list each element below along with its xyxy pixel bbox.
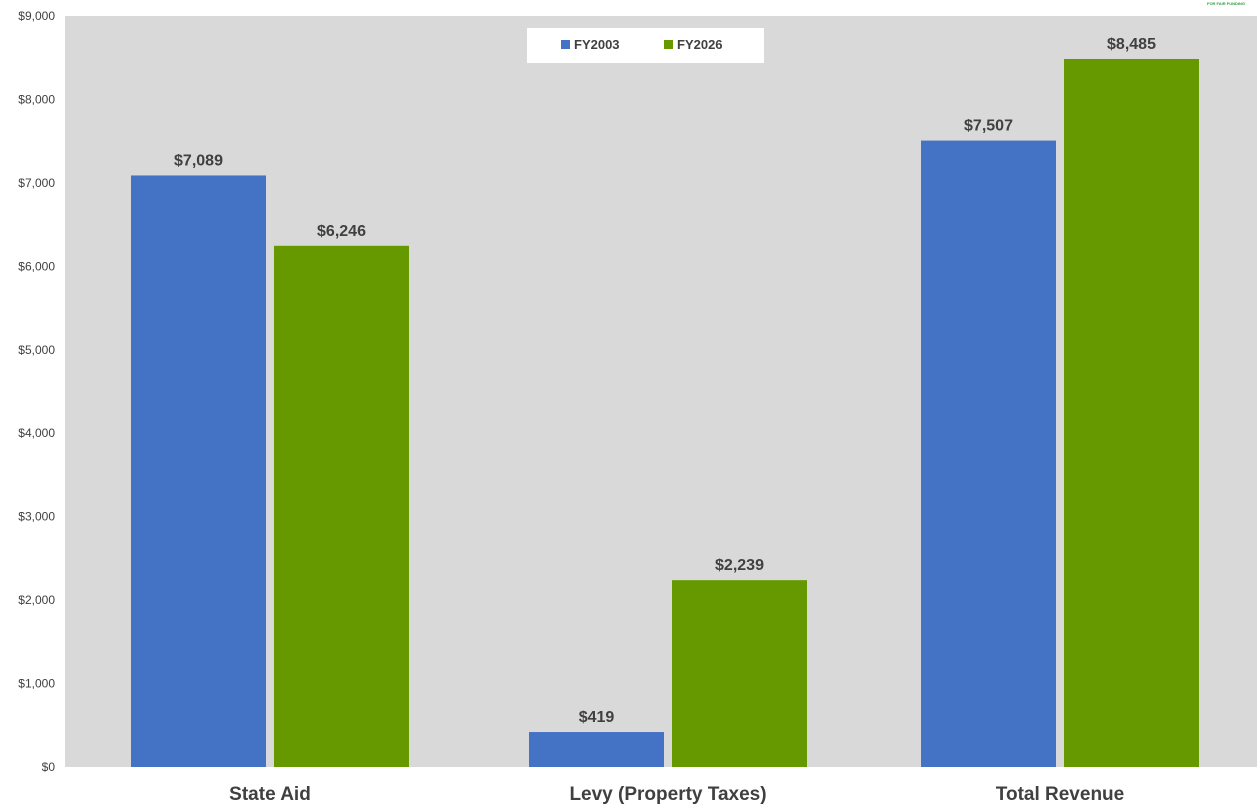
data-labels: $7,089 $6,246 $419 $2,239 $7,507 $8,485 [174,36,1156,726]
y-tick-label: $9,000 [18,9,55,23]
y-tick-label: $5,000 [18,343,55,357]
legend-label: FY2003 [574,37,620,52]
category-label: Total Revenue [996,784,1124,805]
legend-swatch-fy2003 [561,40,570,49]
data-label: $8,485 [1107,36,1156,53]
x-axis: State Aid Levy (Property Taxes) Total Reve… [229,784,1124,805]
data-label: $419 [579,709,615,726]
bar-fy2026 [274,245,409,767]
y-axis: $0 $1,000 $2,000 $3,000 $4,000 $5,000 $6,000 $7… [18,9,55,774]
y-tick-label: $1,000 [18,677,55,691]
legend: FY2003 FY2026 [527,28,764,63]
category-label: State Aid [229,784,311,805]
bar-fy2026 [1064,58,1199,768]
bar-series [131,58,1199,768]
bar-fy2003 [529,732,664,767]
legend-label: FY2026 [677,37,723,52]
y-tick-label: $0 [42,760,56,774]
legend-swatch-fy2026 [664,40,673,49]
data-label: $7,089 [174,152,223,169]
logo-text: FOR FAIR FUNDING [1207,1,1245,6]
y-tick-label: $3,000 [18,510,55,524]
y-tick-label: $2,000 [18,593,55,607]
y-tick-label: $6,000 [18,259,55,273]
category-label: Levy (Property Taxes) [569,784,766,805]
data-label: $6,246 [317,223,366,240]
y-tick-label: $4,000 [18,426,55,440]
bar-fy2003 [131,175,266,767]
bar-fy2026 [672,580,807,767]
data-label: $7,507 [964,118,1013,135]
y-tick-label: $7,000 [18,176,55,190]
bar-fy2003 [921,140,1056,768]
data-label: $2,239 [715,557,764,574]
y-tick-label: $8,000 [18,92,55,106]
